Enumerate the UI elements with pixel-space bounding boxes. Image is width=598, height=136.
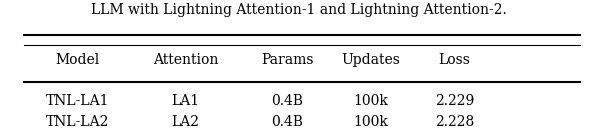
Text: LA2: LA2 [172, 115, 199, 129]
Text: 0.4B: 0.4B [271, 94, 303, 108]
Text: LLM with Lightning Attention-1 and Lightning Attention-2.: LLM with Lightning Attention-1 and Light… [91, 3, 507, 17]
Text: 100k: 100k [353, 115, 388, 129]
Text: 0.4B: 0.4B [271, 115, 303, 129]
Text: Loss: Loss [438, 53, 471, 67]
Text: Params: Params [261, 53, 313, 67]
Text: Updates: Updates [341, 53, 400, 67]
Text: 100k: 100k [353, 94, 388, 108]
Text: TNL-LA1: TNL-LA1 [46, 94, 109, 108]
Text: Attention: Attention [152, 53, 218, 67]
Text: Model: Model [56, 53, 100, 67]
Text: LA1: LA1 [171, 94, 200, 108]
Text: 2.229: 2.229 [435, 94, 474, 108]
Text: 2.228: 2.228 [435, 115, 474, 129]
Text: TNL-LA2: TNL-LA2 [46, 115, 109, 129]
